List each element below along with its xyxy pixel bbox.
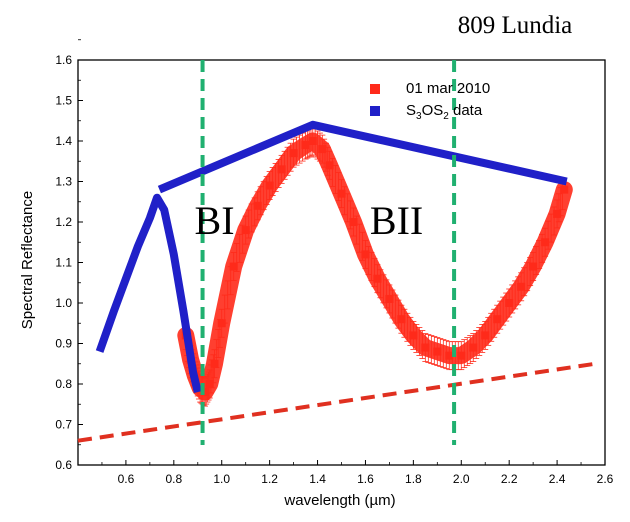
y-tick-label: 1.1 xyxy=(55,256,72,270)
band-label-bii: BII xyxy=(370,198,423,243)
data-point-01-mar-2010 xyxy=(289,149,298,158)
y-tick-label: 1.5 xyxy=(55,94,72,108)
legend-marker-s3os2 xyxy=(370,106,380,116)
y-axis-label: Spectral Reflectance xyxy=(19,191,36,329)
red-dashed-reference-line xyxy=(77,361,596,443)
data-point-01-mar-2010 xyxy=(397,315,406,324)
data-point-01-mar-2010 xyxy=(337,189,346,198)
data-point-01-mar-2010 xyxy=(421,343,430,352)
data-point-01-mar-2010 xyxy=(493,315,502,324)
x-tick-label: 1.2 xyxy=(261,472,278,486)
data-point-01-mar-2010 xyxy=(409,331,418,340)
data-point-01-mar-2010 xyxy=(517,282,526,291)
x-tick-label: 0.6 xyxy=(118,472,135,486)
band-label-bi: BI xyxy=(195,198,235,243)
data-point-01-mar-2010 xyxy=(469,343,478,352)
data-point-01-mar-2010 xyxy=(373,274,382,283)
data-point-01-mar-2010 xyxy=(385,294,394,303)
data-point-01-mar-2010 xyxy=(217,319,226,328)
data-point-01-mar-2010 xyxy=(277,165,286,174)
y-tick-label: 0.7 xyxy=(55,418,72,432)
data-point-01-mar-2010 xyxy=(349,218,358,226)
data-point-01-mar-2010 xyxy=(200,388,209,397)
y-tick-label: 1.6 xyxy=(55,53,72,67)
data-point-01-mar-2010 xyxy=(205,380,214,388)
legend-label-s3os2: S3OS2 data xyxy=(406,102,483,122)
s3os2-spectrum-line xyxy=(95,193,202,394)
x-tick-label: 2.6 xyxy=(597,472,614,486)
y-tick-label: 1.4 xyxy=(55,134,72,148)
x-tick-label: 1.0 xyxy=(213,472,230,486)
data-point-01-mar-2010 xyxy=(553,209,562,218)
y-tick-label: 0.8 xyxy=(55,377,72,391)
chart-title: 809 Lundia xyxy=(458,12,573,39)
data-point-01-mar-2010 xyxy=(229,262,238,271)
y-tick-label: 0.6 xyxy=(55,458,72,472)
data-point-01-mar-2010 xyxy=(210,359,219,368)
x-tick-label: 1.6 xyxy=(357,472,374,486)
data-point-01-mar-2010 xyxy=(457,351,466,360)
data-point-01-mar-2010 xyxy=(265,181,274,190)
data-point-01-mar-2010 xyxy=(308,137,317,145)
data-point-01-mar-2010 xyxy=(253,201,262,210)
data-point-01-mar-2010 xyxy=(541,238,550,247)
y-tick-label: 1.0 xyxy=(55,296,72,310)
legend-marker-01-mar-2010 xyxy=(370,84,380,94)
data-point-01-mar-2010 xyxy=(529,262,538,271)
data-point-01-mar-2010 xyxy=(560,185,569,194)
data-point-01-mar-2010 xyxy=(301,141,310,150)
x-tick-label: 2.4 xyxy=(549,472,566,486)
data-point-01-mar-2010 xyxy=(481,331,490,340)
plot-area: 0.6 0.7 0.8 0.9 1.0 1.1 1.2 1.3 1.4 1.5 1.6 0.6 0.8 1… xyxy=(55,39,614,486)
x-tick-label: 0.8 xyxy=(165,472,182,486)
continuum-line xyxy=(157,120,568,194)
y-tick-label: 1.2 xyxy=(55,215,72,229)
red-spectrum-band xyxy=(177,132,573,401)
x-tick-label: 1.4 xyxy=(309,472,326,486)
data-point-01-mar-2010 xyxy=(433,347,442,356)
y-tick-label: 0.9 xyxy=(55,337,72,351)
data-point-01-mar-2010 xyxy=(325,161,334,170)
data-point-01-mar-2010 xyxy=(445,351,454,360)
legend-label-01-mar-2010: 01 mar 2010 xyxy=(406,80,490,97)
data-point-01-mar-2010 xyxy=(241,226,250,235)
x-tick-label: 2.2 xyxy=(501,472,518,486)
y-tick-label: 1.3 xyxy=(55,175,72,189)
data-point-01-mar-2010 xyxy=(361,250,370,259)
data-point-01-mar-2010 xyxy=(318,145,327,154)
x-tick-label: 2.0 xyxy=(453,472,470,486)
x-axis-label: wavelength (µm) xyxy=(283,492,395,509)
data-point-01-mar-2010 xyxy=(505,299,514,307)
x-tick-label: 1.8 xyxy=(405,472,422,486)
